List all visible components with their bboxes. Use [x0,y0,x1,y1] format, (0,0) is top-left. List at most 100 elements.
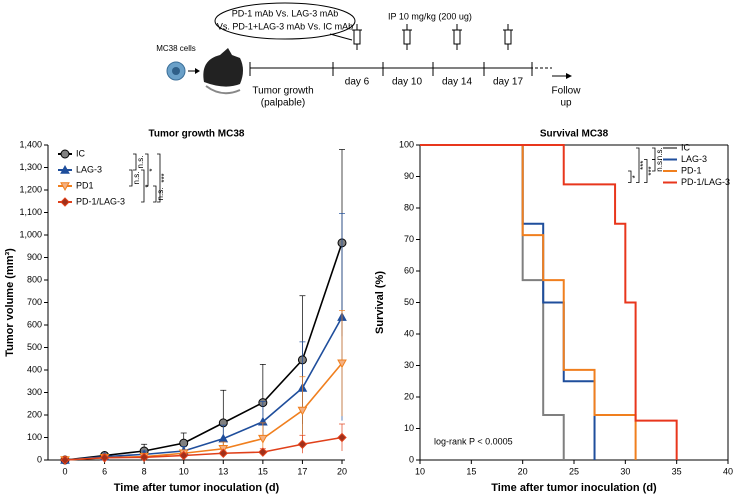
sig-label: n.s. [132,172,141,185]
y-tick-label: 10 [404,423,414,433]
x-axis-label: Time after tumor inoculation (d) [114,482,280,494]
sig-label: * [144,184,153,187]
sig-bracket [153,185,157,203]
x-tick-label: 40 [723,466,733,476]
legend-label: PD-1/LAG-3 [76,196,125,206]
callout [329,33,353,41]
x-tick-label: 30 [620,466,630,476]
y-tick-label: 1,100 [19,207,42,217]
series-line [64,436,343,461]
mouse-tail [205,85,241,95]
arrow-head [195,68,200,74]
y-tick-label: 1,400 [19,139,42,149]
y-tick-label: 1,200 [19,184,42,194]
survival-curve [420,144,565,460]
legend-label: PD-1 [681,165,702,175]
survival-curve [420,144,596,460]
x-tick-label: 10 [415,466,425,476]
sig-label: *** [647,166,656,175]
marker [297,406,308,416]
y-tick-label: 500 [27,342,42,352]
y-axis-label: Survival (%) [374,271,386,334]
legend-label: IC [76,148,86,158]
sig-bracket [157,153,161,203]
y-tick-label: 900 [27,252,42,262]
x-tick-label: 0 [62,466,67,476]
regimen-ellipse [214,2,356,40]
x-tick-label: 20 [337,466,347,476]
sig-bracket [133,153,137,171]
series-line [64,316,343,461]
sig-bracket [129,169,133,187]
y-tick-label: 20 [404,391,414,401]
y-tick-label: 40 [404,328,414,338]
dose-text: IP 10 mg/kg (200 ug) [388,11,472,21]
regimen-text: PD-1 mAb Vs. LAG-3 mAb [232,8,339,18]
cell-icon [172,67,180,75]
chart-title: Survival MC38 [540,129,609,140]
growth-label: (palpable) [261,98,305,109]
sig-label: n.s. [655,159,664,172]
chart-title: Tumor growth MC38 [149,129,245,140]
marker [337,432,347,443]
sig-label: *** [160,173,169,182]
y-tick-label: 400 [27,364,42,374]
schematic: PD-1 mAb Vs. LAG-3 mAb Vs. PD-1+LAG-3 mA… [156,2,581,109]
x-tick-label: 35 [672,466,682,476]
y-tick-label: 0 [409,454,414,464]
day-label: day 10 [392,77,422,88]
annotation: log-rank P < 0.0005 [434,436,513,446]
marker [337,359,347,369]
x-tick-label: 6 [102,466,107,476]
y-tick-label: 100 [27,432,42,442]
x-tick-label: 13 [218,466,228,476]
growth-label: Tumor growth [252,86,313,97]
y-tick-label: 300 [27,387,42,397]
y-tick-label: 30 [404,360,414,370]
y-tick-label: 100 [399,139,414,149]
x-tick-label: 15 [466,466,476,476]
sig-bracket [644,159,648,183]
sig-label: n.s. [655,147,664,160]
sig-label: * [148,168,157,171]
marker [218,448,228,458]
x-tick-label: 8 [142,466,147,476]
arrow-head [566,73,572,79]
y-tick-label: 1,300 [19,162,42,172]
marker [258,434,268,444]
sig-bracket [636,147,640,183]
y-tick-label: 800 [27,274,42,284]
marker [60,182,70,192]
x-tick-label: 25 [569,466,579,476]
marker [60,455,70,465]
mouse-icon [203,48,243,87]
marker [179,450,189,461]
marker [139,452,149,463]
regimen-text: Vs. PD-1+LAG-3 mAb Vs. IC mAb [217,21,353,31]
sig-label: * [631,175,640,178]
marker [179,438,189,448]
sig-label: n.s. [156,188,165,201]
follow-label: up [560,98,572,109]
day-label: day 14 [442,77,472,88]
series-line [64,242,343,461]
y-tick-label: 60 [404,265,414,275]
sig-label: n.s. [136,156,145,169]
sig-label: *** [639,161,648,170]
x-axis-label: Time after tumor inoculation (d) [491,482,657,494]
sig-bracket [145,153,149,187]
cells-label: MC38 cells [156,44,196,53]
y-tick-label: 0 [37,454,42,464]
y-tick-label: 80 [404,202,414,212]
sig-bracket [141,169,145,203]
marker [297,439,308,449]
legend-label: LAG-3 [681,154,707,164]
day-label: day 17 [493,77,523,88]
marker [60,149,70,159]
y-tick-label: 200 [27,409,42,419]
survival-curve [420,144,637,460]
y-tick-label: 600 [27,319,42,329]
marker [258,447,268,457]
y-tick-label: 90 [404,171,414,181]
